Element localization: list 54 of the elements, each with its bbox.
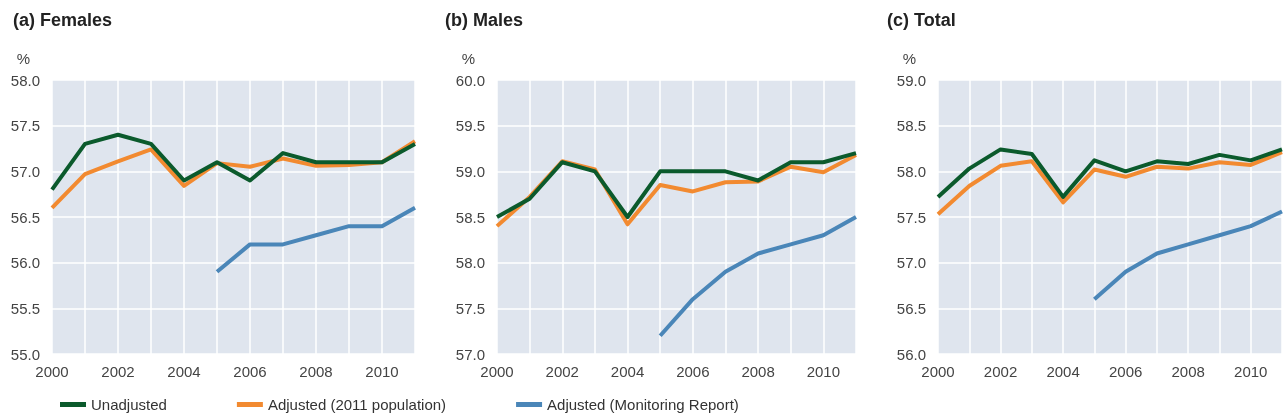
- y-tick-label: 56.0: [896, 345, 926, 363]
- line-series: [50, 132, 417, 192]
- y-tick-label: 57.0: [10, 162, 40, 180]
- x-tick-label: 2008: [1171, 363, 1205, 380]
- x-tick-label: 2002: [545, 363, 579, 380]
- y-tick-label: 57.0: [455, 345, 485, 363]
- y-axis-title: %: [16, 50, 30, 67]
- y-tick-label: 60.0: [455, 71, 485, 89]
- line-series: [936, 150, 1284, 217]
- line-series: [1092, 209, 1284, 302]
- chart-title: (c) Total: [887, 10, 956, 30]
- x-tick-label: 2000: [480, 363, 514, 380]
- chart-title: (a) Females: [13, 10, 113, 30]
- y-tick-label: 59.5: [455, 117, 485, 135]
- line-series: [215, 205, 417, 274]
- x-tick-label: 2004: [1046, 363, 1080, 380]
- y-tick-label: 57.0: [896, 254, 926, 272]
- x-tick-label: 2008: [741, 363, 775, 380]
- y-tick-label: 58.5: [455, 208, 485, 226]
- x-tick-label: 2002: [983, 363, 1018, 380]
- y-tick-label: 59.0: [896, 71, 926, 89]
- y-tick-label: 57.5: [455, 299, 485, 317]
- y-tick-label: 59.0: [455, 162, 485, 180]
- y-axis-title: %: [902, 50, 916, 67]
- y-tick-label: 58.5: [896, 117, 926, 135]
- y-tick-label: 56.5: [896, 299, 926, 317]
- line-series: [658, 215, 858, 338]
- line-series: [936, 147, 1284, 199]
- y-tick-label: 58.0: [455, 254, 485, 272]
- legend-label: Adjusted (Monitoring Report): [547, 396, 739, 413]
- y-tick-label: 58.0: [10, 71, 40, 89]
- x-tick-label: 2010: [1234, 363, 1268, 380]
- y-tick-label: 57.5: [896, 208, 926, 226]
- x-tick-label: 2006: [233, 363, 267, 380]
- x-tick-label: 2010: [806, 363, 841, 380]
- y-tick-label: 55.0: [10, 345, 40, 363]
- x-tick-label: 2010: [365, 363, 399, 380]
- x-tick-label: 2002: [101, 363, 135, 380]
- chart-title: (b) Males: [445, 10, 524, 30]
- x-tick-label: 2000: [35, 363, 69, 380]
- y-tick-label: 58.0: [896, 162, 926, 180]
- y-axis-title: %: [461, 50, 475, 67]
- y-tick-label: 56.5: [10, 208, 40, 226]
- x-tick-label: 2006: [676, 363, 710, 380]
- legend-label: Unadjusted: [91, 396, 167, 413]
- x-tick-label: 2004: [610, 363, 645, 380]
- x-tick-label: 2006: [1108, 363, 1143, 380]
- y-tick-label: 55.5: [10, 299, 40, 317]
- legend-label: Adjusted (2011 population): [267, 396, 447, 413]
- x-tick-label: 2000: [921, 363, 955, 380]
- x-tick-label: 2004: [167, 363, 201, 380]
- x-tick-label: 2008: [299, 363, 333, 380]
- y-tick-label: 56.0: [10, 254, 40, 272]
- y-tick-label: 57.5: [10, 117, 40, 135]
